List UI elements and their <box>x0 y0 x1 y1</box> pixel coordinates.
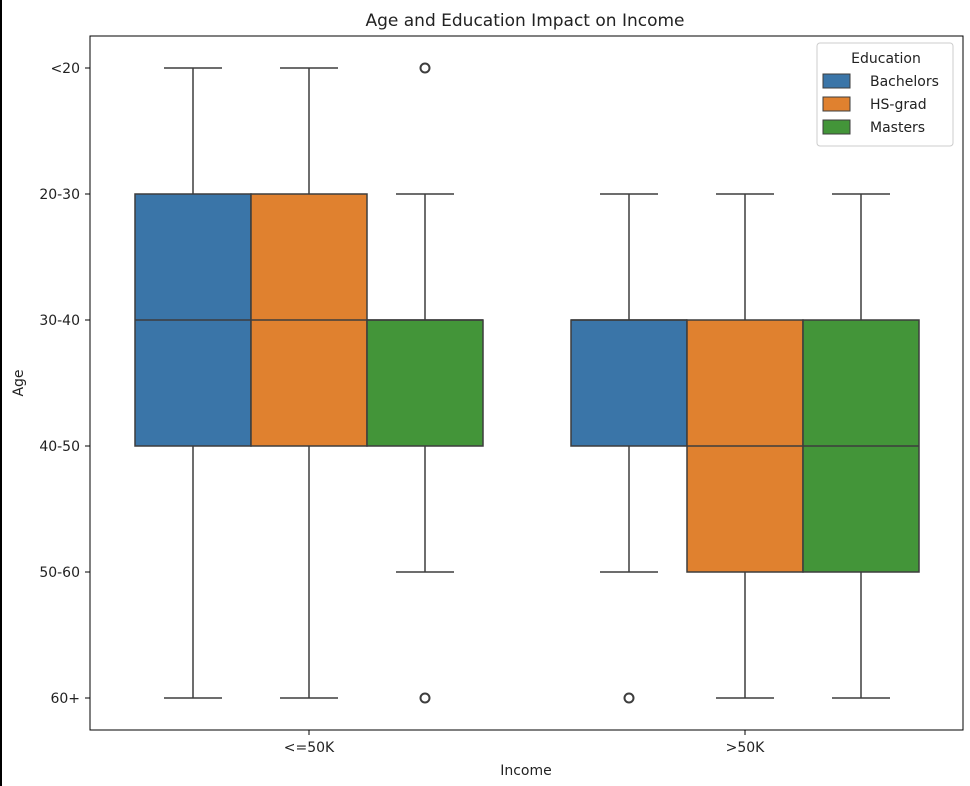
box-hs-grad <box>686 193 804 699</box>
y-tick-label: <20 <box>50 61 80 77</box>
legend-label: Bachelors <box>870 74 939 90</box>
x-axis: <=50K >50K <box>284 730 765 756</box>
y-tick-label: 50-60 <box>39 565 80 581</box>
outlier-point <box>419 62 431 74</box>
plot-area <box>89 35 964 731</box>
y-axis: <20 20-30 30-40 40-50 50-60 60+ <box>39 61 90 707</box>
y-axis-label: Age <box>11 369 27 396</box>
legend-label: HS-grad <box>870 97 927 113</box>
y-tick-label: 40-50 <box>39 439 80 455</box>
figure-left-border <box>0 0 2 786</box>
legend-swatch <box>822 96 851 112</box>
x-tick-label: <=50K <box>284 740 335 756</box>
y-tick-label: 30-40 <box>39 313 80 329</box>
x-axis-label: Income <box>500 763 552 779</box>
outlier-point <box>419 692 431 704</box>
x-tick-label: >50K <box>726 740 766 756</box>
legend-label: Masters <box>870 120 925 136</box>
legend-title: Education <box>851 51 921 67</box>
legend-box <box>816 42 954 147</box>
y-tick-label: 20-30 <box>39 187 80 203</box>
legend-swatch <box>822 73 851 89</box>
box-bachelors <box>570 193 688 704</box>
box-body <box>570 319 688 447</box>
legend-swatch <box>822 119 851 135</box>
outlier-point <box>623 692 635 704</box>
box-hs-grad <box>250 67 368 699</box>
box-masters <box>366 62 484 704</box>
boxes-layer <box>134 62 920 704</box>
legend: Education Bachelors HS-grad Masters <box>816 42 954 147</box>
chart-title: Age and Education Impact on Income <box>365 11 684 31</box>
box-masters <box>802 193 920 699</box>
box-bachelors <box>134 67 252 699</box>
y-tick-label: 60+ <box>50 691 80 707</box>
box-body <box>366 319 484 447</box>
